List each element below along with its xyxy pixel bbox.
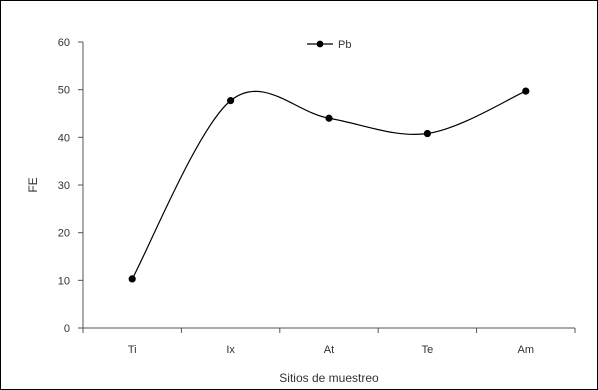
- data-point: [325, 114, 333, 122]
- x-tick-label: Te: [422, 344, 434, 356]
- x-axis-title: Sitios de muestreo: [279, 371, 379, 385]
- y-tick-label: 20: [58, 228, 70, 240]
- series-line-pb: [131, 90, 527, 280]
- y-tick-label: 10: [58, 275, 70, 287]
- x-tick-label: Ix: [226, 344, 235, 356]
- series-layer: [128, 87, 530, 283]
- data-point: [128, 275, 136, 283]
- legend-swatch-marker: [316, 40, 324, 48]
- x-tick-label: At: [324, 344, 334, 356]
- data-point: [227, 97, 235, 105]
- y-tick-label: 30: [58, 180, 70, 192]
- y-tick-label: 50: [58, 85, 70, 97]
- x-tick-label: Ti: [128, 344, 137, 356]
- legend: Pb: [307, 39, 351, 51]
- axes: 0 10 20 30 40 50 60 Ti Ix At Te Am: [58, 37, 576, 356]
- data-point: [423, 129, 431, 138]
- y-axis-title: FE: [26, 177, 40, 192]
- y-tick-label: 40: [58, 132, 70, 144]
- x-tick-label: Am: [518, 344, 535, 356]
- y-tick-label: 0: [64, 323, 70, 335]
- legend-label: Pb: [338, 39, 351, 51]
- y-tick-label: 60: [58, 37, 70, 49]
- data-point: [522, 87, 530, 95]
